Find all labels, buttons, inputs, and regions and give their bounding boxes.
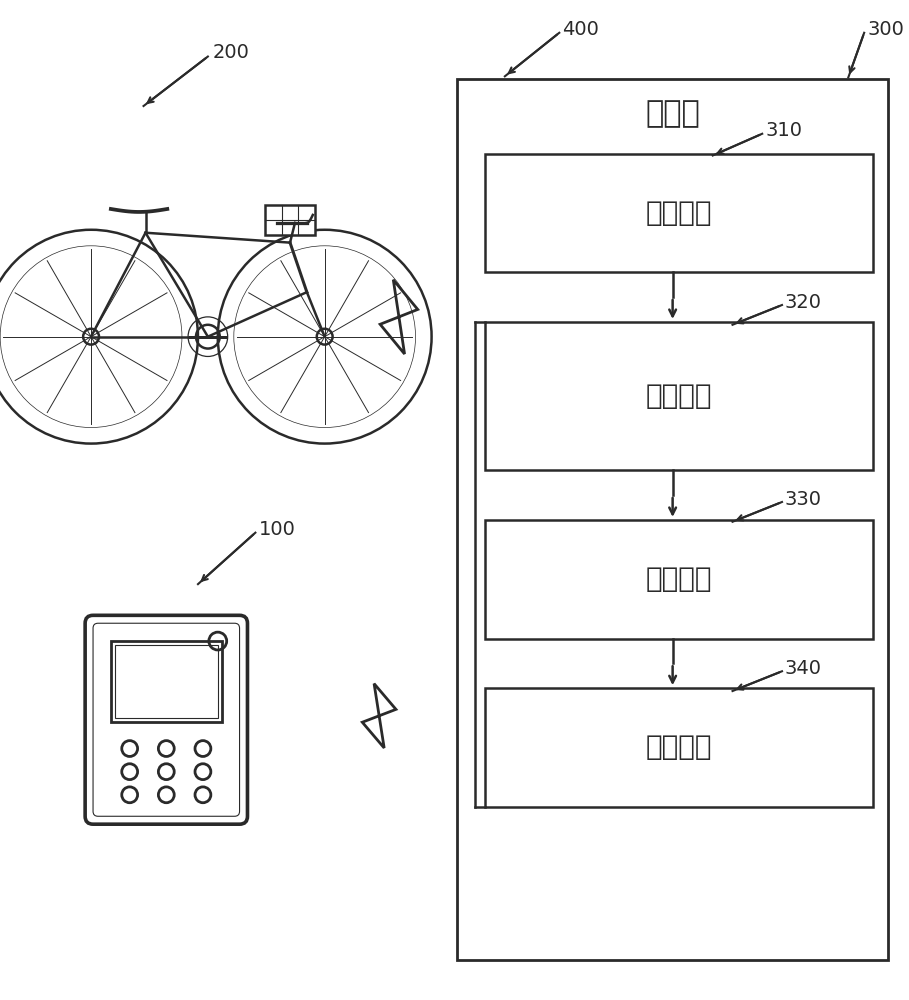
Bar — [485, 154, 873, 272]
Circle shape — [316, 329, 333, 345]
Polygon shape — [363, 684, 396, 748]
Bar — [265, 205, 315, 235]
Text: 识别电路: 识别电路 — [645, 733, 713, 761]
Text: 存储电路: 存储电路 — [645, 565, 713, 593]
Bar — [115, 645, 218, 718]
FancyBboxPatch shape — [85, 615, 247, 824]
Text: 340: 340 — [785, 659, 822, 678]
Text: 400: 400 — [563, 20, 599, 39]
Circle shape — [83, 329, 99, 345]
Text: 300: 300 — [867, 20, 904, 39]
Text: 获取电路: 获取电路 — [645, 199, 713, 227]
Bar — [485, 688, 873, 807]
Text: 100: 100 — [259, 520, 296, 539]
Text: 310: 310 — [765, 121, 802, 140]
Text: 330: 330 — [785, 490, 822, 509]
Bar — [485, 322, 873, 470]
Text: 320: 320 — [785, 293, 822, 312]
Text: 比对电路: 比对电路 — [645, 382, 713, 410]
Bar — [485, 520, 873, 639]
Text: 200: 200 — [213, 43, 250, 62]
Bar — [457, 79, 888, 960]
FancyBboxPatch shape — [93, 623, 240, 816]
Text: 服务器: 服务器 — [645, 99, 700, 128]
Polygon shape — [380, 280, 418, 354]
Bar — [111, 641, 222, 722]
